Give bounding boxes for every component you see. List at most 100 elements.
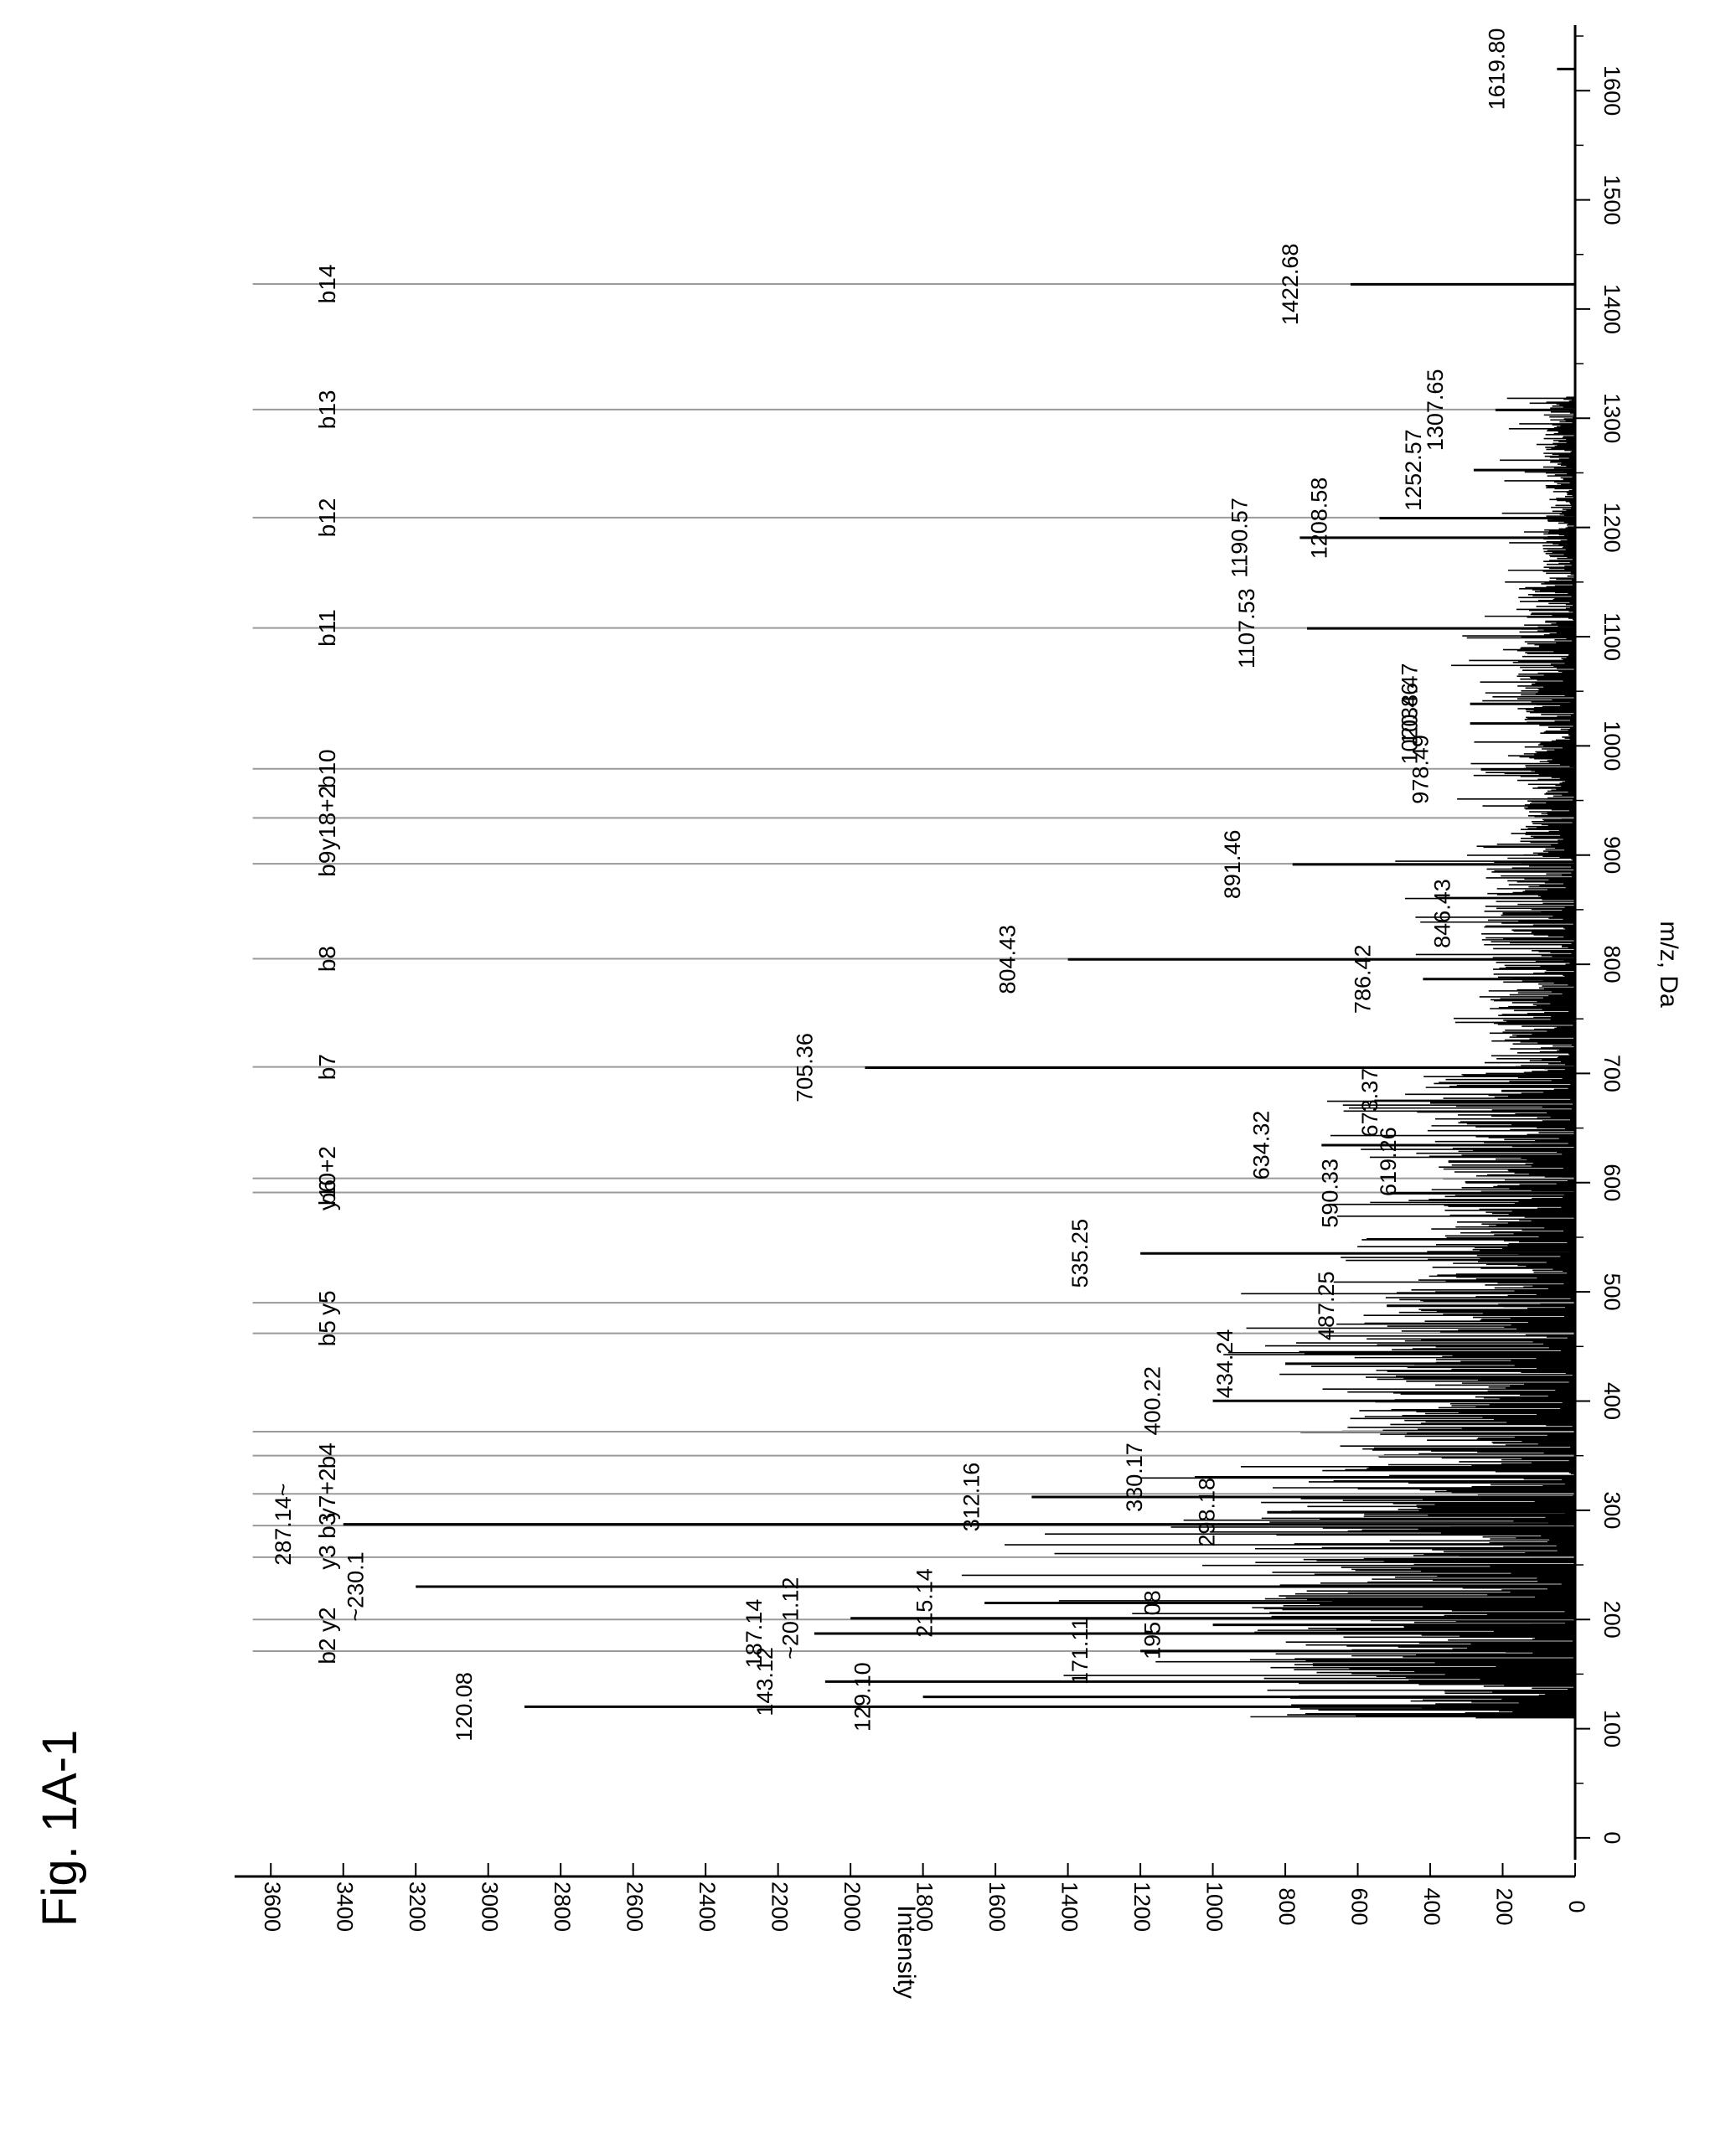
peak-label: 673.37 — [1357, 1068, 1382, 1138]
x-tick-label: 200 — [1599, 1601, 1625, 1639]
y-tick-label: 1800 — [912, 1881, 937, 1932]
x-tick-label: 400 — [1599, 1382, 1625, 1420]
axes — [235, 25, 1577, 1878]
peak-label: 590.33 — [1318, 1159, 1343, 1228]
y-tick-label: 3000 — [478, 1881, 503, 1932]
x-axis-title: m/z, Da — [1655, 921, 1682, 1008]
ion-label: b13 — [314, 390, 340, 429]
ion-label: y7+2 — [314, 1469, 340, 1520]
peak-label: ~230.1 — [343, 1551, 368, 1621]
y-tick-label: 800 — [1274, 1887, 1299, 1925]
peak-label: 1190.57 — [1227, 498, 1252, 578]
y-tick-label: 1600 — [984, 1881, 1010, 1932]
x-tick-label: 900 — [1599, 836, 1625, 874]
peak-label: 634.32 — [1248, 1111, 1274, 1180]
peak-label: 434.24 — [1212, 1329, 1237, 1399]
y-tick-label: 2200 — [767, 1881, 793, 1932]
y-tick-label: 200 — [1491, 1887, 1516, 1925]
peak-label: 1619.80 — [1485, 28, 1510, 111]
ion-label: y2 — [314, 1607, 340, 1632]
peak-label: 846.43 — [1430, 879, 1455, 948]
peak-label: 487.25 — [1314, 1271, 1339, 1340]
peak-label: 400.22 — [1140, 1366, 1165, 1436]
peak-label: 535.25 — [1067, 1219, 1093, 1288]
y-tick-label: 2000 — [840, 1881, 865, 1932]
x-tick-label: 500 — [1599, 1273, 1625, 1311]
ion-label: b9 — [314, 851, 340, 877]
x-tick-label: 1500 — [1599, 175, 1625, 225]
ion-label: b7 — [314, 1054, 340, 1080]
peak-label: 891.46 — [1220, 830, 1245, 900]
peak-label: 298.18 — [1195, 1478, 1220, 1547]
peak-label: 978.49 — [1408, 735, 1434, 804]
ion-label: y3 — [314, 1545, 340, 1570]
y-tick-label: 3400 — [333, 1881, 358, 1932]
x-tick-label: 100 — [1599, 1710, 1625, 1747]
x-tick-label: 300 — [1599, 1491, 1625, 1529]
peak-labels: 120.08 129.10 143.12 171.11 187.14 195.08 ~201… — [271, 28, 1510, 1742]
ion-label: b12 — [314, 498, 340, 538]
ion-label: b14 — [314, 265, 340, 304]
x-tick-label: 800 — [1599, 946, 1625, 983]
ion-label: b3 — [314, 1513, 340, 1539]
x-axis-ticks: 0 100 200 300 400 500 600 700 800 900 1000 1100 1200… — [1575, 35, 1625, 1844]
peak-label: 287.14~ — [271, 1483, 296, 1565]
ion-label: y10+2 — [314, 1146, 340, 1210]
peak-label: 1208.58 — [1307, 477, 1332, 560]
peak-label: 195.08 — [1140, 1590, 1165, 1660]
x-tick-label: 1300 — [1599, 393, 1625, 443]
x-tick-label: 1400 — [1599, 284, 1625, 334]
ion-label: b10 — [314, 749, 340, 788]
x-tick-label: 700 — [1599, 1055, 1625, 1092]
peak-label: 129.10 — [850, 1662, 876, 1732]
y-axis-title: Intensity — [892, 1905, 920, 1999]
peak-label: 804.43 — [995, 925, 1020, 994]
y-axis-ticks: 0 200 400 600 800 1000 1200 1400 1600 1800 2000 220… — [260, 1863, 1589, 1932]
peak-label: 330.17 — [1122, 1443, 1147, 1512]
y-tick-label: 1200 — [1129, 1881, 1155, 1932]
x-tick-label: 0 — [1599, 1831, 1625, 1844]
peak-label: 171.11 — [1067, 1618, 1093, 1685]
ion-label: y18+2 — [314, 786, 340, 850]
y-tick-label: 1400 — [1057, 1881, 1082, 1932]
x-tick-label: 600 — [1599, 1164, 1625, 1201]
ion-label: b8 — [314, 946, 340, 972]
x-tick-label: 1000 — [1599, 720, 1625, 771]
ion-label: b11 — [314, 609, 340, 647]
y-tick-label: 1000 — [1201, 1881, 1227, 1932]
peak-label: 705.36 — [793, 1033, 818, 1102]
y-tick-label: 400 — [1419, 1887, 1444, 1925]
peak-label: 1020.46 — [1398, 683, 1423, 765]
y-tick-label: 3600 — [260, 1881, 285, 1932]
x-tick-label: 1100 — [1599, 612, 1625, 661]
peak-label: 143.12 — [752, 1647, 778, 1716]
peak-label: 786.42 — [1351, 944, 1376, 1014]
peak-label: 619.26 — [1376, 1127, 1401, 1196]
y-tick-label: 2800 — [550, 1881, 575, 1932]
peak-label: 1422.68 — [1278, 244, 1303, 326]
y-tick-label: 2400 — [695, 1881, 720, 1932]
peak-label: 1307.65 — [1423, 369, 1448, 452]
ion-label: y5 — [314, 1290, 340, 1315]
peak-label: ~201.12 — [778, 1577, 803, 1660]
labeled-peaks — [343, 67, 1575, 1708]
peak-label: 312.16 — [958, 1463, 984, 1532]
y-tick-label: 600 — [1346, 1887, 1372, 1925]
peak-label: 1038.47 — [1398, 663, 1423, 745]
peak-label: 187.14 — [741, 1599, 767, 1669]
peak-label: 1252.57 — [1401, 429, 1426, 511]
ion-label: b6 — [314, 1179, 340, 1205]
peak-label: 1107.53 — [1234, 588, 1259, 668]
y-tick-label: 3200 — [405, 1881, 430, 1932]
ion-label: b5 — [314, 1320, 340, 1346]
y-tick-label: 2600 — [623, 1881, 648, 1932]
peak-label: 215.14 — [912, 1568, 937, 1638]
x-tick-label: 1200 — [1599, 503, 1625, 553]
x-tick-label: 1600 — [1599, 65, 1625, 116]
ion-label: b4 — [314, 1443, 340, 1469]
y-tick-label: 0 — [1564, 1900, 1589, 1912]
peak-label: 120.08 — [452, 1672, 477, 1742]
ion-label: b2 — [314, 1638, 340, 1664]
